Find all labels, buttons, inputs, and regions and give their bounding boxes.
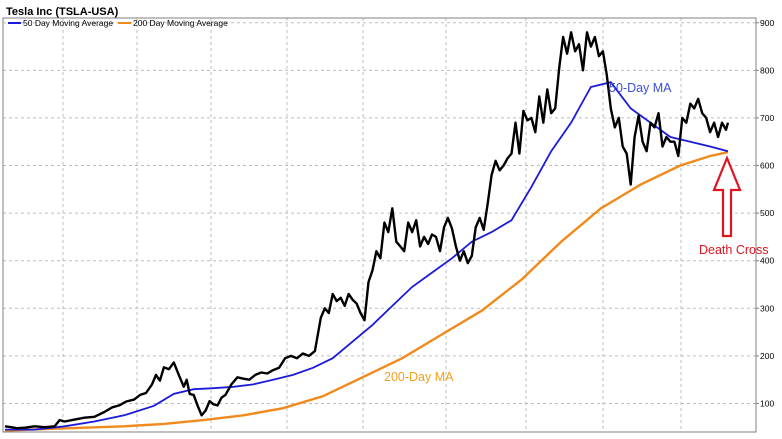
y-tick-label: 500: [760, 208, 774, 218]
y-tick-label: 900: [760, 18, 774, 28]
legend-label-ma200: 200 Day Moving Average: [133, 18, 228, 28]
y-tick-label: 100: [760, 398, 774, 408]
y-axis-ticks: 100 200 300 400 500 600 700 800 900: [756, 18, 774, 408]
annotation-200-day-ma: 200-Day MA: [384, 370, 454, 384]
legend-label-ma50: 50 Day Moving Average: [23, 18, 113, 28]
ma50-line: [5, 81, 729, 431]
price-line: [4, 31, 730, 430]
y-tick-label: 300: [760, 303, 774, 313]
ma200-line: [4, 151, 729, 432]
y-tick-label: 600: [760, 161, 774, 171]
y-tick-label: 200: [760, 351, 774, 361]
annotation-death-cross: Death Cross: [699, 243, 768, 257]
death-cross-arrow: [712, 155, 742, 238]
annotation-50-day-ma: 50-Day MA: [609, 81, 672, 95]
legend: 50 Day Moving Average 200 Day Moving Ave…: [8, 18, 228, 28]
y-tick-label: 800: [760, 65, 774, 75]
y-tick-label: 400: [760, 256, 774, 266]
chart-title: Tesla Inc (TSLA-USA): [6, 6, 119, 18]
plot-frame: [2, 17, 757, 433]
y-tick-label: 700: [760, 113, 774, 123]
